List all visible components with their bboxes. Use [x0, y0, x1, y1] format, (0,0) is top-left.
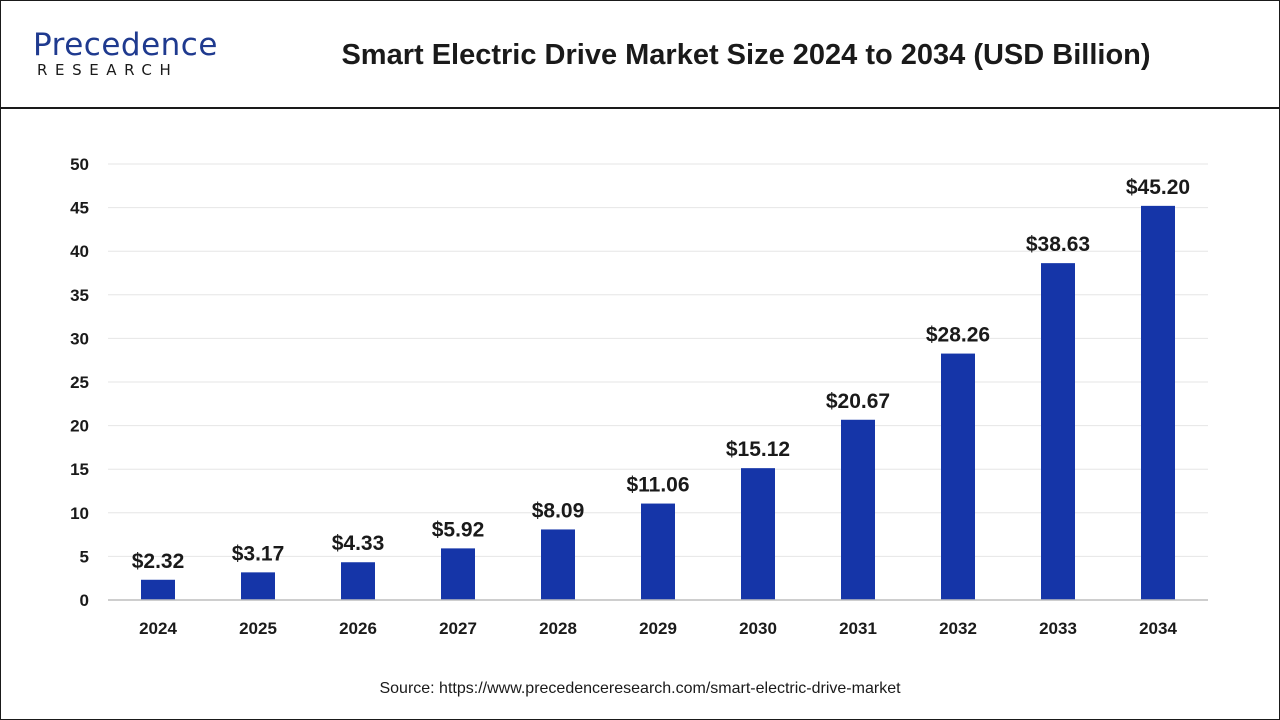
- x-tick-label: 2025: [239, 619, 277, 638]
- y-tick-label: 5: [80, 547, 89, 566]
- brand-logo: Precedence RESEARCH: [33, 25, 233, 81]
- data-label: $4.33: [332, 532, 385, 555]
- x-tick-label: 2034: [1139, 619, 1177, 638]
- bar-2034: [1141, 205, 1175, 600]
- bar-2029: [641, 503, 675, 600]
- header: Precedence RESEARCH Smart Electric Drive…: [1, 1, 1279, 109]
- logo-subtitle: RESEARCH: [37, 61, 179, 79]
- y-tick-label: 50: [70, 155, 89, 174]
- bar-2031: [841, 419, 875, 600]
- data-label: $28.26: [926, 324, 990, 347]
- x-tick-label: 2033: [1039, 619, 1077, 638]
- data-label: $20.67: [826, 390, 890, 413]
- source-note: Source: https://www.precedenceresearch.c…: [379, 680, 901, 697]
- x-axis-ticks: 2024 2025 2026 2027 2028 2029 2030 2031 2032 2033…: [139, 619, 1177, 638]
- y-tick-label: 40: [70, 242, 89, 261]
- logo-wordmark: Precedence: [33, 27, 218, 63]
- bar-2024: [141, 579, 175, 600]
- bar-2026: [341, 562, 375, 600]
- bar-2032: [941, 353, 975, 600]
- chart-title: Smart Electric Drive Market Size 2024 to…: [341, 39, 1151, 71]
- y-axis-ticks: 0 5 10 15 20 25 30 35 40 45 50: [70, 155, 89, 610]
- x-tick-label: 2027: [439, 619, 477, 638]
- data-label: $45.20: [1126, 176, 1190, 199]
- bar-2028: [541, 529, 575, 600]
- y-tick-label: 20: [70, 417, 89, 436]
- x-tick-label: 2031: [839, 619, 877, 638]
- data-label: $3.17: [232, 542, 285, 565]
- x-tick-label: 2026: [339, 619, 377, 638]
- y-tick-label: 45: [70, 199, 89, 218]
- y-tick-label: 10: [70, 504, 89, 523]
- y-tick-label: 35: [70, 286, 89, 305]
- data-label: $15.12: [726, 438, 790, 461]
- bar-2033: [1041, 263, 1075, 600]
- data-label: $5.92: [432, 518, 485, 541]
- data-label: $2.32: [132, 550, 185, 573]
- data-label: $38.63: [1026, 233, 1090, 256]
- y-tick-label: 15: [70, 460, 89, 479]
- y-tick-label: 0: [80, 591, 89, 610]
- bars: [141, 205, 1175, 600]
- x-tick-label: 2029: [639, 619, 677, 638]
- y-tick-label: 25: [70, 373, 89, 392]
- y-tick-label: 30: [70, 329, 89, 348]
- bar-2030: [741, 468, 775, 600]
- data-label: $8.09: [532, 499, 585, 522]
- bar-2025: [241, 572, 275, 600]
- x-tick-label: 2024: [139, 619, 177, 638]
- x-tick-label: 2028: [539, 619, 577, 638]
- bar-2027: [441, 548, 475, 600]
- x-tick-label: 2030: [739, 619, 777, 638]
- data-labels: $2.32 $3.17 $4.33 $5.92 $8.09 $11.06 $15.12 $20…: [132, 176, 1190, 573]
- data-label: $11.06: [626, 474, 689, 497]
- x-tick-label: 2032: [939, 619, 977, 638]
